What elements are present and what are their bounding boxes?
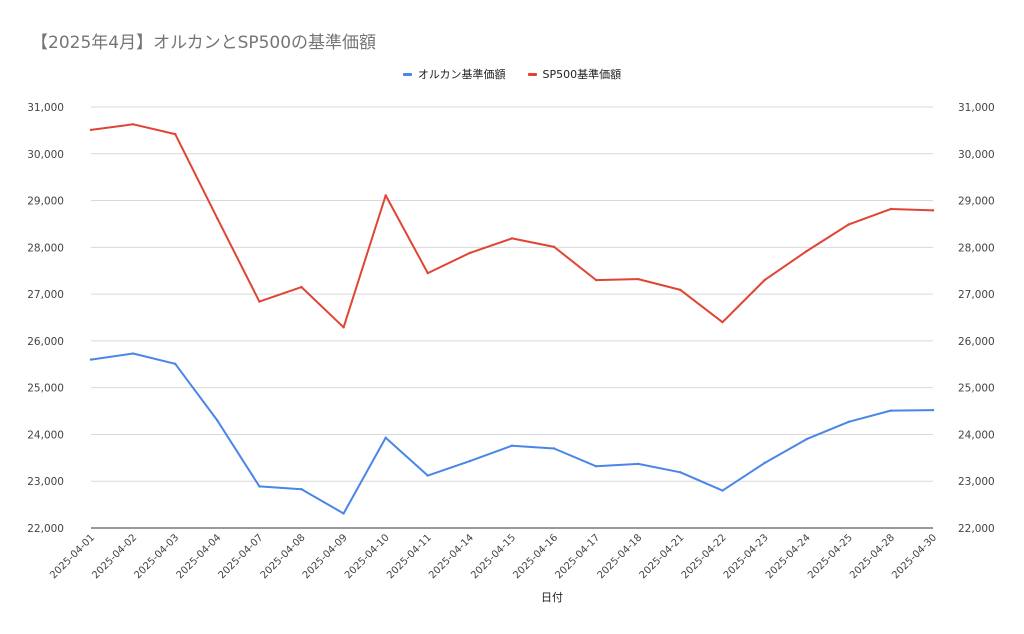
data-point-series-0 — [889, 409, 893, 412]
data-point-series-0 — [468, 459, 472, 463]
y-tick-label-right: 23,000 — [958, 476, 995, 488]
data-point-series-0 — [426, 474, 429, 477]
data-point-series-0 — [805, 437, 808, 441]
y-tick-label-left: 27,000 — [27, 289, 64, 301]
data-point-series-0 — [342, 512, 345, 515]
data-point-series-0 — [679, 471, 682, 474]
legend-item-orukan[interactable]: オルカン基準価額 — [402, 66, 506, 82]
y-tick-label-left: 26,000 — [27, 336, 64, 348]
data-point-series-1 — [721, 320, 724, 324]
data-point-series-1 — [89, 128, 93, 132]
data-point-series-1 — [131, 123, 135, 126]
data-point-series-0 — [931, 408, 935, 412]
data-point-series-0 — [637, 462, 640, 466]
y-tick-label-left: 30,000 — [27, 149, 64, 161]
y-tick-label-left: 23,000 — [27, 476, 64, 488]
y-tick-label-right: 25,000 — [958, 383, 995, 395]
data-point-series-0 — [300, 487, 303, 491]
y-tick-label-right: 30,000 — [958, 149, 995, 161]
x-tick-label: 2025-04-30 — [890, 532, 939, 581]
legend-swatch-sp500 — [527, 72, 537, 76]
y-tick-label-right: 26,000 — [958, 336, 995, 348]
data-point-series-1 — [174, 132, 177, 136]
y-tick-label-right: 29,000 — [958, 196, 995, 208]
data-point-series-0 — [384, 436, 387, 439]
data-point-series-1 — [342, 326, 345, 329]
data-point-series-1 — [931, 209, 935, 212]
data-point-series-0 — [258, 485, 261, 488]
data-point-series-0 — [763, 461, 766, 465]
data-point-series-0 — [89, 358, 93, 361]
y-tick-label-right: 27,000 — [958, 289, 995, 301]
y-tick-label-left: 22,000 — [27, 523, 64, 535]
data-point-series-1 — [805, 249, 808, 253]
y-tick-label-right: 22,000 — [958, 523, 995, 535]
series-line-0 — [90, 352, 934, 515]
y-tick-label-left: 31,000 — [27, 102, 64, 114]
y-tick-label-left: 29,000 — [27, 196, 64, 208]
data-point-series-1 — [889, 207, 893, 211]
data-point-series-1 — [637, 277, 640, 281]
legend-item-sp500[interactable]: SP500基準価額 — [527, 66, 622, 82]
data-point-series-0 — [595, 465, 598, 468]
data-point-series-0 — [174, 362, 177, 366]
legend-label-orukan: オルカン基準価額 — [417, 68, 506, 81]
data-point-series-1 — [847, 223, 850, 226]
y-tick-label-left: 24,000 — [27, 429, 64, 441]
data-point-series-1 — [552, 245, 556, 249]
chart-title: 【2025年4月】オルカンとSP500の基準価額 — [31, 33, 377, 53]
data-point-series-0 — [721, 489, 724, 492]
data-point-series-1 — [679, 288, 682, 292]
data-point-series-1 — [763, 278, 766, 282]
y-tick-label-left: 25,000 — [27, 383, 64, 395]
legend-swatch-orukan — [402, 72, 412, 76]
data-point-series-1 — [258, 300, 261, 303]
y-tick-label-right: 24,000 — [958, 429, 995, 441]
data-point-series-1 — [426, 271, 429, 275]
data-point-series-1 — [468, 251, 472, 255]
data-point-series-0 — [847, 420, 850, 424]
data-point-series-1 — [300, 285, 303, 289]
data-point-series-1 — [595, 278, 598, 282]
data-point-series-1 — [510, 237, 514, 240]
data-point-series-1 — [384, 194, 387, 197]
legend-label-sp500: SP500基準価額 — [542, 68, 622, 81]
series-line-1 — [90, 123, 934, 329]
data-point-series-0 — [552, 447, 556, 450]
data-point-series-0 — [216, 419, 219, 422]
legend: オルカン基準価額 SP500基準価額 — [0, 66, 1024, 82]
data-point-series-1 — [216, 217, 219, 220]
data-point-series-0 — [510, 444, 514, 447]
y-tick-label-right: 31,000 — [958, 102, 995, 114]
data-point-series-0 — [131, 352, 135, 355]
x-axis-label: 日付 — [541, 591, 563, 604]
y-tick-label-right: 28,000 — [958, 242, 995, 254]
y-tick-label-left: 28,000 — [27, 242, 64, 254]
